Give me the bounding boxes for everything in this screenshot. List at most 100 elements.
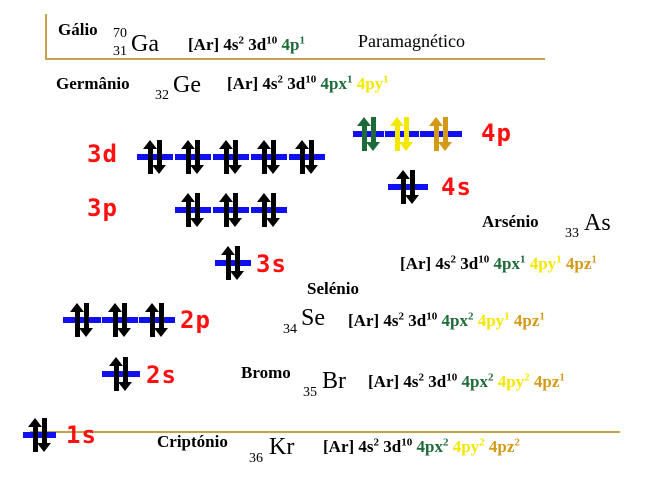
spin-up-arrow-icon xyxy=(396,170,410,204)
symbol-arsenio: As xyxy=(584,210,611,236)
orbital-2p-box xyxy=(63,303,101,337)
orbital-line xyxy=(137,154,173,160)
config-criptonio: [Ar] 4s2 3d10 4px2 4py2 4pz2 xyxy=(323,436,520,456)
orbital-2p-box xyxy=(139,303,175,337)
spin-down-arrow-icon xyxy=(118,357,132,391)
spin-down-arrow-icon xyxy=(190,193,204,227)
orbital-line xyxy=(289,154,325,160)
atomic-number-bromo: 35 xyxy=(303,385,317,400)
orbital-label-2s: 2s xyxy=(146,361,177,389)
spin-down-arrow-icon xyxy=(399,117,413,151)
spin-down-arrow-icon xyxy=(266,140,280,174)
atomic-number-germanio: 32 xyxy=(155,88,169,103)
symbol-selenio: Se xyxy=(301,305,325,331)
orbital-line xyxy=(63,317,101,323)
spin-up-arrow-icon xyxy=(143,140,157,174)
orbital-line xyxy=(102,317,138,323)
element-name-germanio: Germânio xyxy=(56,74,130,93)
top-horizontal-rule xyxy=(45,58,545,60)
spin-up-arrow-icon xyxy=(219,193,233,227)
spin-down-arrow-icon xyxy=(304,140,318,174)
spin-up-arrow-icon xyxy=(221,246,235,280)
spin-down-arrow-icon xyxy=(117,303,131,337)
element-name-galio: Gálio xyxy=(58,20,98,39)
atomic-number-arsenio: 33 xyxy=(565,226,579,241)
orbital-label-4s: 4s xyxy=(441,173,472,201)
orbital-1s-box xyxy=(23,418,56,452)
orbital-3p-box xyxy=(213,193,249,227)
spin-down-arrow-icon xyxy=(266,193,280,227)
element-name-selenio: Selénio xyxy=(307,279,359,298)
element-name-criptonio: Criptónio xyxy=(157,432,228,451)
spin-up-arrow-icon xyxy=(295,140,309,174)
orbital-label-4p: 4p xyxy=(481,119,512,147)
spin-up-arrow-icon xyxy=(257,140,271,174)
spin-up-arrow-icon xyxy=(181,140,195,174)
spin-up-arrow-icon xyxy=(219,140,233,174)
atomic-number-criptonio: 36 xyxy=(249,451,263,466)
config-germanio: [Ar] 4s2 3d10 4px1 4py1 xyxy=(227,73,389,93)
orbital-2s-box xyxy=(102,357,140,391)
orbital-3d-box xyxy=(289,140,325,174)
orbital-3p-box xyxy=(251,193,287,227)
orbital-line xyxy=(385,131,419,137)
orbital-label-3s: 3s xyxy=(256,250,287,278)
config-galio: [Ar] 4s2 3d10 4p1 xyxy=(188,34,305,54)
spin-up-arrow-icon xyxy=(356,117,371,151)
spin-down-arrow-icon xyxy=(365,117,380,151)
orbital-line xyxy=(213,207,249,213)
spin-down-arrow-icon xyxy=(190,140,204,174)
orbital-3d-box xyxy=(251,140,287,174)
atomic-number-selenio: 34 xyxy=(283,322,297,337)
orbital-3p-box xyxy=(175,193,211,227)
orbital-line xyxy=(213,154,249,160)
spin-down-arrow-icon xyxy=(79,303,93,337)
config-arsenio: [Ar] 4s2 3d10 4px1 4py1 4pz1 xyxy=(400,253,597,273)
element-name-arsenio: Arsénio xyxy=(482,212,539,231)
top-left-vertical-rule xyxy=(45,14,47,60)
orbital-label-1s: 1s xyxy=(66,421,97,449)
orbital-line xyxy=(175,207,211,213)
spin-up-arrow-icon xyxy=(257,193,271,227)
spin-up-arrow-icon xyxy=(109,357,123,391)
orbital-3d-box xyxy=(137,140,173,174)
orbital-label-3p: 3p xyxy=(87,194,118,222)
spin-up-arrow-icon xyxy=(70,303,84,337)
spin-down-arrow-icon xyxy=(228,140,242,174)
spin-down-arrow-icon xyxy=(230,246,244,280)
element-name-bromo: Bromo xyxy=(241,363,291,382)
orbital-label-2p: 2p xyxy=(180,306,211,334)
spin-down-arrow-icon xyxy=(438,117,452,151)
symbol-bromo: Br xyxy=(322,368,346,394)
spin-down-arrow-icon xyxy=(405,170,419,204)
orbital-3d-box xyxy=(175,140,211,174)
spin-up-arrow-icon xyxy=(390,117,404,151)
spin-up-arrow-icon xyxy=(145,303,159,337)
orbital-4pz-box xyxy=(420,117,462,151)
orbital-line xyxy=(139,317,175,323)
orbital-line xyxy=(215,260,251,266)
symbol-germanio: Ge xyxy=(173,72,201,98)
orbital-line xyxy=(353,131,384,137)
symbol-criptonio: Kr xyxy=(269,434,295,460)
orbital-line xyxy=(23,432,56,438)
config-bromo: [Ar] 4s2 3d10 4px2 4py2 4pz1 xyxy=(368,371,565,391)
orbital-label-3d: 3d xyxy=(87,140,118,168)
spin-up-arrow-icon xyxy=(108,303,122,337)
orbital-line xyxy=(102,371,140,377)
paramagnetic-note: Paramagnético xyxy=(358,31,465,51)
spin-down-arrow-icon xyxy=(36,418,51,452)
spin-down-arrow-icon xyxy=(228,193,242,227)
spin-up-arrow-icon xyxy=(27,418,42,452)
spin-down-arrow-icon xyxy=(154,303,168,337)
config-selenio: [Ar] 4s2 3d10 4px2 4py1 4pz1 xyxy=(348,310,545,330)
bottom-horizontal-rule xyxy=(30,431,620,433)
spin-down-arrow-icon xyxy=(152,140,166,174)
orbital-line xyxy=(388,184,428,190)
orbital-line xyxy=(420,131,462,137)
orbital-3d-box xyxy=(213,140,249,174)
orbital-line xyxy=(251,207,287,213)
orbital-4px-box xyxy=(353,117,384,151)
mass-number-galio: 70 xyxy=(113,26,127,41)
orbital-4s-box xyxy=(388,170,428,204)
